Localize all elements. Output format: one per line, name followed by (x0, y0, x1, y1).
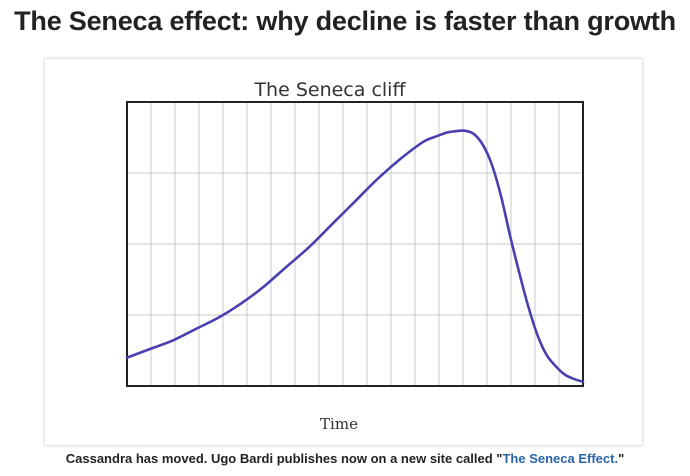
series-line-seneca (125, 129, 585, 383)
moved-notice: Cassandra has moved. Ugo Bardi publishes… (0, 451, 690, 466)
chart-figure: The Seneca cliff Time (44, 58, 643, 446)
plot-frame (126, 101, 584, 387)
page-title: The Seneca effect: why decline is faster… (14, 6, 676, 36)
moved-notice-suffix: " (618, 451, 625, 466)
seneca-chart: The Seneca cliff Time (125, 79, 585, 433)
chart-grid (127, 102, 583, 386)
seneca-effect-link[interactable]: The Seneca Effect. (502, 451, 619, 466)
chart-title: The Seneca cliff (253, 79, 406, 101)
moved-notice-text: Cassandra has moved. Ugo Bardi publishes… (65, 451, 503, 466)
x-axis-label: Time (320, 415, 358, 433)
